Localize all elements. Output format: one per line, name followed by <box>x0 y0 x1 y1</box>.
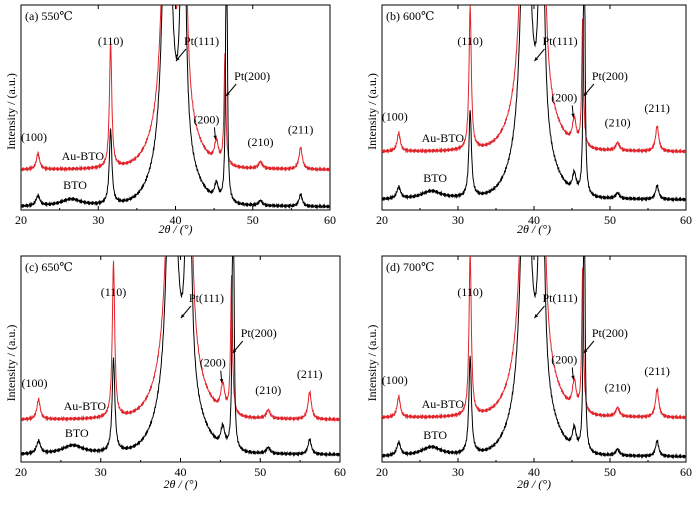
series-label-bto: BTO <box>63 178 87 192</box>
peak-arrowhead <box>226 92 230 96</box>
x-tick-label: 20 <box>376 213 388 227</box>
panel-title: (d) 700℃ <box>386 260 434 274</box>
x-tick-label: 60 <box>680 465 692 479</box>
series-label-bto: BTO <box>65 426 89 440</box>
x-tick-label: 40 <box>170 213 182 227</box>
panel-b: Au-BTO BTO 20 30 40 50 60 2θ / (°) Intensity / (… <box>365 4 692 236</box>
peak-label-200: (200) <box>200 356 226 370</box>
x-tick-label: 20 <box>15 213 27 227</box>
x-axis-label: 2θ / (°) <box>517 477 551 491</box>
y-axis-label: Intensity / (a.u.) <box>4 325 18 402</box>
series-line-au-bto <box>21 256 340 423</box>
y-axis-label: Intensity / (a.u.) <box>365 73 379 150</box>
y-axis-label: Intensity / (a.u.) <box>4 73 18 150</box>
series-label-au-bto: Au-BTO <box>62 149 105 163</box>
panel-title: (b) 600℃ <box>386 9 434 23</box>
x-tick-label: 30 <box>95 465 107 479</box>
series-line-bto <box>382 256 686 460</box>
x-tick-label: 50 <box>247 213 259 227</box>
x-axis-label: 2θ / (°) <box>517 222 551 236</box>
peak-arrowhead <box>219 378 224 383</box>
x-tick-label: 20 <box>376 465 388 479</box>
peak-label-pt200: Pt(200) <box>592 69 628 83</box>
x-axis-label: 2θ / (°) <box>158 222 192 236</box>
panel-title: (a) 550℃ <box>25 9 73 23</box>
x-tick-label: 50 <box>604 465 616 479</box>
peak-arrowhead <box>534 57 539 61</box>
curves <box>382 256 686 460</box>
peak-label-200: (200) <box>551 90 577 104</box>
peak-arrowhead <box>180 314 185 318</box>
panel-c: Au-BTO BTO 20 30 40 50 60 2θ / (°) Intensity / (… <box>4 255 346 491</box>
panel-title: (c) 650℃ <box>25 260 73 274</box>
series-label-au-bto: Au-BTO <box>422 397 465 411</box>
peak-label-pt200: Pt(200) <box>241 326 277 340</box>
peak-label-210: (210) <box>605 116 631 130</box>
peak-label-211: (211) <box>297 367 323 381</box>
series-line-au-bto <box>21 5 330 173</box>
peak-label-pt111: Pt(111) <box>184 34 219 48</box>
peak-label-pt111: Pt(111) <box>542 34 577 48</box>
x-tick-label: 20 <box>15 465 27 479</box>
peak-label-110: (110) <box>457 34 483 48</box>
peak-arrowhead <box>213 135 217 140</box>
peak-label-211: (211) <box>644 101 670 115</box>
series-label-au-bto: Au-BTO <box>422 131 465 145</box>
x-tick-label: 40 <box>528 465 540 479</box>
peak-label-pt111: Pt(111) <box>542 291 577 305</box>
panel-a: Au-BTO BTO 20 30 40 50 60 2θ / (°) Intensity / (… <box>4 4 336 236</box>
series-label-au-bto: Au-BTO <box>64 399 107 413</box>
peak-label-pt200: Pt(200) <box>234 69 270 83</box>
peak-arrowhead <box>232 349 237 353</box>
peak-label-210: (210) <box>255 383 281 397</box>
series-line-au-bto <box>382 5 686 155</box>
peak-arrowhead <box>571 113 575 118</box>
x-tick-label: 30 <box>92 213 104 227</box>
peak-label-100: (100) <box>21 130 47 144</box>
x-tick-label: 60 <box>680 213 692 227</box>
x-tick-label: 60 <box>324 213 336 227</box>
curves <box>21 256 340 458</box>
peak-arrowhead <box>534 314 539 318</box>
peak-label-100: (100) <box>382 109 408 123</box>
series-line-bto <box>21 5 330 210</box>
x-tick-label: 50 <box>254 465 266 479</box>
peak-label-210: (210) <box>605 381 631 395</box>
x-tick-label: 30 <box>452 465 464 479</box>
peak-label-100: (100) <box>22 376 48 390</box>
peak-arrowhead <box>175 57 180 61</box>
series-label-bto: BTO <box>423 428 447 442</box>
peak-label-110: (110) <box>101 285 127 299</box>
peak-label-200: (200) <box>551 352 577 366</box>
peak-arrowhead <box>583 92 588 96</box>
peak-arrowhead <box>583 349 588 353</box>
peak-label-100: (100) <box>382 373 408 387</box>
peak-label-110: (110) <box>457 285 483 299</box>
panel-d: Au-BTO BTO 20 30 40 50 60 2θ / (°) Intensity / (… <box>365 255 692 491</box>
series-line-au-bto <box>382 256 686 421</box>
peak-arrowhead <box>571 375 575 380</box>
x-tick-label: 40 <box>175 465 187 479</box>
peak-label-210: (210) <box>247 135 273 149</box>
x-tick-label: 60 <box>334 465 346 479</box>
series-line-bto <box>21 256 340 458</box>
x-tick-label: 30 <box>452 213 464 227</box>
x-tick-label: 40 <box>528 213 540 227</box>
x-tick-label: 50 <box>604 213 616 227</box>
x-axis-label: 2θ / (°) <box>163 477 197 491</box>
peak-label-pt111: Pt(111) <box>189 291 224 305</box>
series-line-bto <box>382 5 686 203</box>
peak-label-110: (110) <box>98 34 124 48</box>
peak-label-pt200: Pt(200) <box>592 326 628 340</box>
peak-label-211: (211) <box>288 123 314 137</box>
peak-label-211: (211) <box>644 364 670 378</box>
peak-label-200: (200) <box>193 112 219 126</box>
curves <box>382 5 686 203</box>
y-axis-label: Intensity / (a.u.) <box>365 325 379 402</box>
series-label-bto: BTO <box>423 171 447 185</box>
